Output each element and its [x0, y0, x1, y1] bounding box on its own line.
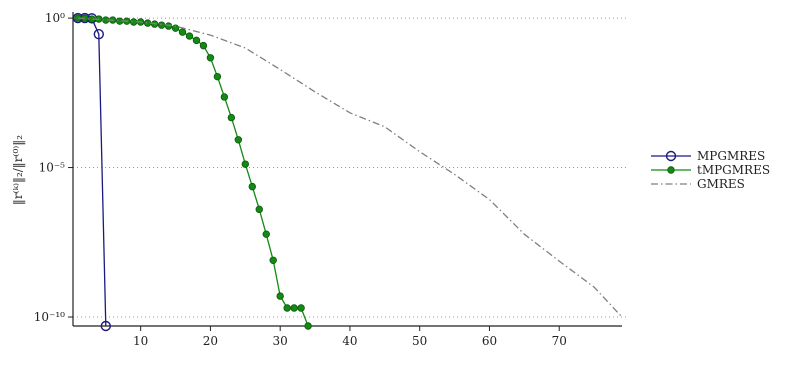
x-tick-label: 30: [273, 334, 288, 348]
data-point: [241, 160, 250, 168]
y-tick-label: 10⁻¹⁰: [34, 310, 65, 324]
data-point: [304, 322, 312, 330]
data-point: [283, 304, 291, 312]
x-tick-label: 50: [412, 334, 427, 348]
data-point: [157, 21, 166, 29]
legend-marker: [667, 166, 675, 174]
x-tick-label: 20: [203, 334, 218, 348]
data-point: [100, 320, 111, 332]
data-point: [171, 24, 180, 32]
data-point: [248, 182, 256, 191]
series-line: [77, 17, 309, 327]
legend-label: MPGMRES: [697, 149, 765, 163]
data-point: [206, 54, 215, 62]
data-point: [192, 36, 201, 45]
data-point: [269, 256, 277, 264]
series-line: [77, 17, 107, 327]
data-point: [255, 205, 263, 214]
data-point: [297, 304, 305, 312]
data-point: [234, 136, 243, 144]
data-point: [262, 230, 270, 238]
data-point: [276, 292, 284, 300]
data-point: [185, 32, 194, 40]
data-point: [213, 72, 222, 81]
x-tick-label: 60: [482, 334, 497, 348]
data-point: [227, 113, 236, 122]
data-point: [220, 93, 229, 101]
y-axis-label: ‖r⁽ᵏ⁾‖₂/‖r⁽⁰⁾‖₂: [11, 135, 25, 205]
x-tick-label: 40: [342, 334, 357, 348]
legend-label: tMPGMRES: [697, 163, 770, 177]
data-point: [290, 304, 298, 312]
legend-marker: [665, 150, 677, 162]
legend-label: GMRES: [697, 177, 745, 191]
x-tick-label: 10: [133, 334, 148, 348]
y-tick-label: 10⁰: [45, 11, 65, 25]
data-point: [199, 41, 208, 50]
data-point: [93, 28, 105, 40]
x-tick-label: 70: [552, 334, 567, 348]
data-point: [178, 28, 187, 36]
data-point: [143, 19, 152, 27]
y-tick-label: 10⁻⁵: [39, 161, 66, 175]
